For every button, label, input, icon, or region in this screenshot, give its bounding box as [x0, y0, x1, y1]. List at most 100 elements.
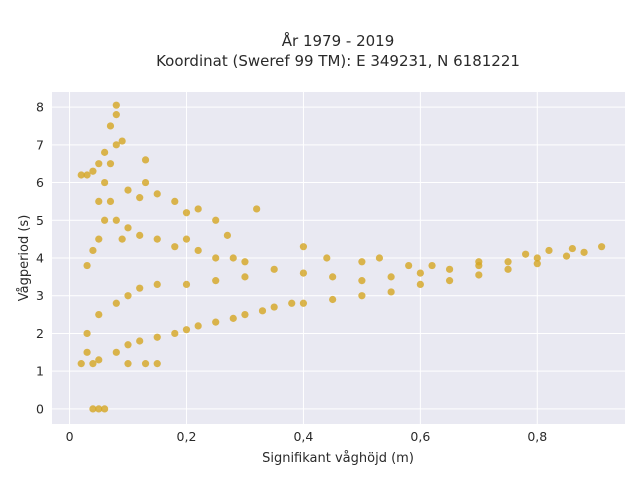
y-tick-label: 6 — [36, 175, 44, 190]
data-point — [182, 326, 191, 334]
data-point — [83, 261, 91, 270]
y-tick-label: 1 — [36, 364, 44, 379]
data-point — [112, 216, 120, 224]
data-point — [288, 299, 296, 307]
data-point — [118, 137, 126, 145]
data-point — [387, 273, 395, 281]
data-point — [95, 235, 103, 243]
data-point — [258, 307, 267, 315]
data-point — [504, 265, 512, 273]
y-axis-ticks: 0 1 2 3 4 5 6 7 8 — [36, 100, 44, 417]
x-tick-label: 0,6 — [410, 429, 430, 444]
data-point — [89, 360, 97, 368]
data-point — [95, 356, 103, 364]
data-point — [83, 329, 91, 338]
data-point — [124, 292, 132, 300]
data-point — [241, 310, 249, 319]
data-point — [118, 235, 126, 243]
data-point — [106, 122, 115, 130]
data-point — [141, 360, 150, 368]
data-point — [112, 348, 120, 356]
data-point — [112, 101, 120, 109]
y-axis-title: Vågperiod (s) — [17, 215, 32, 302]
data-point — [194, 246, 202, 255]
grid — [52, 92, 625, 424]
x-tick-label: 0,2 — [177, 429, 197, 444]
data-point — [141, 156, 150, 164]
y-tick-label: 7 — [36, 137, 44, 152]
data-point — [568, 244, 576, 253]
data-point — [171, 197, 179, 206]
data-point — [106, 160, 115, 168]
x-axis-ticks: 0 0,2 0,4 0,6 0,8 — [66, 429, 548, 444]
data-point — [270, 303, 278, 311]
y-tick-label: 2 — [36, 326, 44, 341]
data-point — [194, 322, 202, 330]
data-point — [141, 178, 150, 187]
data-point — [229, 254, 237, 262]
data-point — [95, 160, 103, 168]
data-point — [504, 258, 512, 266]
data-point — [212, 277, 220, 285]
y-tick-label: 4 — [36, 251, 44, 266]
data-point — [416, 269, 424, 277]
data-point — [182, 280, 191, 289]
data-point — [405, 261, 413, 270]
data-point — [112, 111, 120, 119]
data-point — [77, 171, 85, 179]
data-point — [387, 288, 395, 296]
data-point — [83, 171, 91, 179]
data-point — [112, 299, 120, 307]
data-point — [241, 258, 249, 266]
data-point — [428, 261, 436, 270]
data-point — [522, 250, 530, 258]
data-point — [124, 341, 132, 349]
data-point — [445, 277, 454, 285]
data-point — [358, 277, 366, 285]
data-point — [136, 337, 144, 345]
data-point — [106, 197, 115, 206]
data-point — [323, 254, 331, 262]
data-point — [171, 243, 179, 251]
data-point — [171, 329, 179, 338]
y-tick-label: 3 — [36, 288, 44, 303]
data-point — [182, 209, 191, 217]
data-point — [533, 260, 541, 268]
data-point — [77, 360, 85, 368]
data-point — [95, 405, 103, 413]
data-point — [299, 299, 308, 307]
data-point — [153, 280, 161, 289]
data-point — [212, 318, 220, 326]
data-point — [445, 265, 454, 273]
data-point — [329, 273, 337, 281]
data-point — [358, 292, 366, 300]
x-tick-label: 0 — [66, 429, 74, 444]
data-point — [241, 273, 249, 281]
data-point — [598, 243, 606, 251]
data-point — [562, 252, 571, 260]
data-point — [101, 216, 109, 224]
data-point — [101, 148, 109, 156]
data-point — [194, 205, 202, 213]
data-point — [545, 246, 553, 255]
data-point — [95, 310, 103, 319]
data-point — [83, 348, 91, 356]
data-point — [136, 231, 144, 239]
data-point — [229, 314, 237, 322]
data-point — [95, 197, 103, 206]
data-point — [153, 190, 161, 198]
data-point — [101, 405, 109, 413]
data-point — [358, 258, 366, 266]
data-point — [299, 243, 308, 251]
data-point — [124, 186, 132, 194]
data-point — [89, 405, 97, 413]
data-point — [153, 333, 161, 341]
y-tick-label: 0 — [36, 401, 44, 416]
data-point — [475, 258, 483, 266]
data-point — [89, 167, 97, 175]
data-point — [182, 235, 191, 243]
data-point — [124, 224, 132, 232]
data-point — [416, 280, 424, 289]
